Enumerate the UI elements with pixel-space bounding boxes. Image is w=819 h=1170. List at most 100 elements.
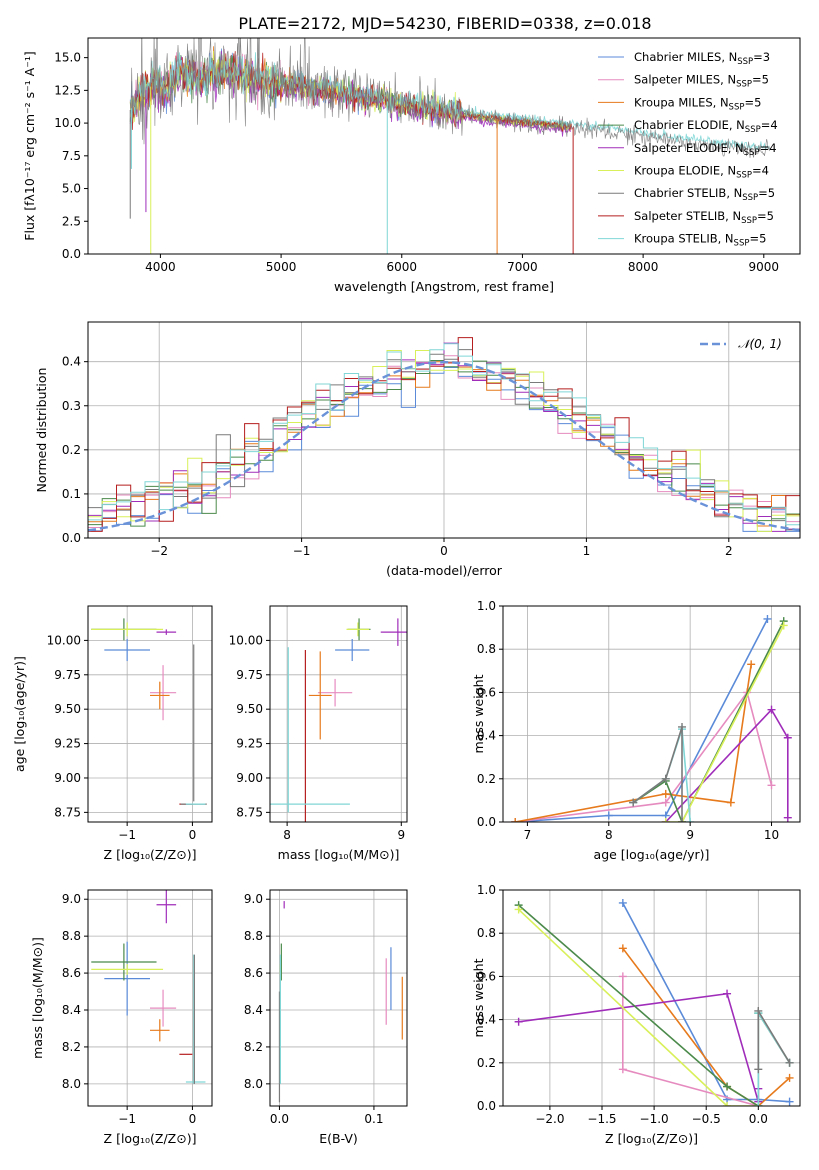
x-tick-label: −1.5 — [587, 1112, 616, 1126]
x-tick-label: 0 — [440, 544, 448, 558]
spectrum-line-ss — [129, 51, 573, 132]
y-tick-label: 9.0 — [244, 892, 263, 906]
x-tick-label: 0 — [189, 1112, 197, 1126]
series-marker-cs — [678, 722, 687, 731]
figure-title: PLATE=2172, MJD=54230, FIBERID=0338, z=0… — [238, 14, 651, 33]
y-tick-label: 12.5 — [54, 83, 81, 97]
axes-frame — [87, 889, 213, 1107]
y-tick-label: 8.2 — [62, 1040, 81, 1054]
legend-sub: SSP — [737, 57, 753, 67]
series-marker-km — [661, 789, 670, 798]
histogram-series — [88, 337, 800, 532]
y-tick-label: 8.0 — [244, 1077, 263, 1091]
x-axis-label: Z [log₁₀(Z/Z⊙)] — [605, 1131, 698, 1146]
legend-suffix: =4 — [760, 141, 777, 155]
y-tick-label: 10.00 — [229, 633, 263, 647]
legend-label: Salpeter STELIB, N — [634, 209, 741, 223]
x-tick-label: 8000 — [628, 260, 659, 274]
x-tick-label: 1 — [583, 544, 591, 558]
y-tick-label: 9.75 — [54, 668, 81, 682]
axes-frame — [87, 605, 213, 823]
series-marker-se — [783, 813, 792, 822]
x-tick-label: 2 — [725, 544, 733, 558]
legend-entry-normal: 𝒩(0, 1) — [738, 337, 782, 351]
x-tick-label: 8 — [283, 828, 291, 842]
y-tick-label: 9.25 — [54, 737, 81, 751]
legend-entry-se: Salpeter ELODIE, NSSP=4 — [634, 141, 777, 158]
y-axis-label: Normed distribution — [34, 368, 49, 493]
x-axis-label: Z [log₁₀(Z/Z⊙)] — [104, 847, 197, 862]
series-line-ke — [665, 625, 785, 822]
legend-label: Kroupa ELODIE, N — [634, 164, 736, 178]
y-tick-label: 0.2 — [62, 443, 81, 457]
y-tick-label: 1.0 — [477, 599, 496, 613]
y-tick-label: 7.5 — [62, 149, 81, 163]
x-tick-label: −1 — [293, 544, 311, 558]
legend-label: Kroupa MILES, N — [634, 95, 729, 109]
series-marker-sm — [618, 1065, 627, 1074]
x-axis-label: mass [log₁₀(M/M⊙)] — [278, 847, 400, 862]
legend-entry-sm: Salpeter MILES, NSSP=5 — [634, 73, 769, 90]
x-tick-label: 0.1 — [364, 1112, 383, 1126]
y-tick-label: 2.5 — [62, 214, 81, 228]
legend-suffix: =5 — [749, 232, 766, 246]
y-tick-label: 8.4 — [244, 1003, 263, 1017]
series-marker-cs — [754, 1065, 763, 1074]
legend-sub: SSP — [742, 193, 758, 203]
legend-entry-cs: Chabrier STELIB, NSSP=5 — [634, 186, 775, 203]
y-tick-label: 8.2 — [244, 1040, 263, 1054]
age_vs_Z-panel: −1 0 8.75 9.00 9.25 9.50 9.75 10.00 Z [log₁₀(Z/Z… — [12, 605, 213, 862]
legend-label: Kroupa STELIB, N — [634, 232, 734, 246]
axes-frame — [87, 321, 801, 539]
legend-suffix: =5 — [757, 209, 774, 223]
y-axis-label: mass weight — [471, 958, 486, 1037]
y-tick-label: 0.4 — [477, 729, 496, 743]
series-marker-sm — [618, 972, 627, 981]
x-axis-label: Z [log₁₀(Z/Z⊙)] — [104, 1131, 197, 1146]
y-tick-label: 9.0 — [62, 892, 81, 906]
y-tick-label: 9.25 — [236, 737, 263, 751]
y-tick-label: 9.00 — [54, 771, 81, 785]
axes-frame — [269, 889, 408, 1107]
age_vs_mass-points — [270, 618, 407, 822]
normal-curve — [88, 360, 800, 532]
weight_vs_Z-panel: −2.0 −1.5 −1.0 −0.5 0.0 0.0 0.2 0.4 0.6 0.8 1.0 Z [… — [471, 883, 801, 1146]
y-axis-label: mass weight — [471, 674, 486, 753]
legend-sub: SSP — [729, 102, 745, 112]
x-tick-label: 5000 — [266, 260, 297, 274]
series-marker-se — [783, 733, 792, 742]
x-tick-label: 7 — [524, 828, 532, 842]
series-marker-km — [726, 798, 735, 807]
legend-suffix: =5 — [744, 95, 761, 109]
series-marker-cm — [604, 811, 613, 820]
y-tick-label: 8.0 — [62, 1077, 81, 1091]
spectrum-lines — [129, 38, 770, 254]
x-tick-label: −1 — [118, 828, 136, 842]
series-line-sm — [515, 690, 773, 822]
y-tick-label: 8.6 — [244, 966, 263, 980]
series-marker-ks — [686, 818, 695, 822]
x-axis-label: age [log₁₀(age/yr)] — [594, 847, 710, 862]
legend-suffix: =5 — [758, 186, 775, 200]
y-tick-label: 0.0 — [477, 1099, 496, 1113]
y-tick-label: 15.0 — [54, 51, 81, 65]
y-tick-label: 0.2 — [477, 772, 496, 786]
y-tick-label: 8.8 — [244, 929, 263, 943]
y-tick-label: 10.00 — [47, 633, 81, 647]
x-tick-label: 0.0 — [749, 1112, 768, 1126]
y-tick-label: 9.50 — [236, 702, 263, 716]
legend-suffix: =3 — [753, 50, 770, 64]
legend-sub: SSP — [741, 216, 757, 226]
x-tick-label: 8 — [605, 828, 613, 842]
y-tick-label: 0.2 — [477, 1056, 496, 1070]
series-marker-ce — [723, 1082, 732, 1091]
x-tick-label: 10 — [764, 828, 779, 842]
series-line-km — [515, 664, 752, 822]
age_vs_Z-points — [91, 618, 207, 805]
y-tick-label: 0.3 — [62, 399, 81, 413]
y-tick-label: 0.6 — [477, 969, 496, 983]
legend-entry-ss: Salpeter STELIB, NSSP=5 — [634, 209, 774, 226]
y-tick-label: 8.8 — [62, 929, 81, 943]
y-tick-label: 10.0 — [54, 116, 81, 130]
y-tick-label: 0.0 — [62, 531, 81, 545]
